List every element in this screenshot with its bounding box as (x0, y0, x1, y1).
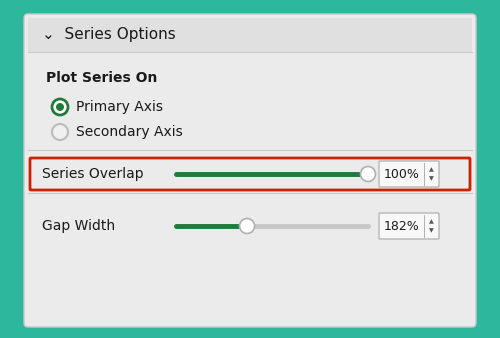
Text: Gap Width: Gap Width (42, 219, 115, 233)
FancyBboxPatch shape (379, 161, 439, 187)
Text: ▼: ▼ (428, 176, 434, 181)
Text: ▲: ▲ (428, 167, 434, 172)
Circle shape (56, 103, 64, 111)
FancyBboxPatch shape (379, 213, 439, 239)
Circle shape (52, 99, 68, 115)
Circle shape (360, 167, 376, 182)
Text: Plot Series On: Plot Series On (46, 71, 158, 85)
Text: 100%: 100% (384, 168, 420, 180)
Text: ⌄  Series Options: ⌄ Series Options (42, 27, 176, 43)
Text: Primary Axis: Primary Axis (76, 100, 163, 114)
Text: 182%: 182% (384, 219, 420, 233)
Text: ▲: ▲ (428, 219, 434, 224)
Text: Series Overlap: Series Overlap (42, 167, 144, 181)
Text: ▼: ▼ (428, 228, 434, 233)
Circle shape (240, 218, 254, 234)
Bar (28, 18, 472, 52)
Circle shape (52, 124, 68, 140)
FancyBboxPatch shape (24, 14, 476, 327)
Text: Secondary Axis: Secondary Axis (76, 125, 183, 139)
